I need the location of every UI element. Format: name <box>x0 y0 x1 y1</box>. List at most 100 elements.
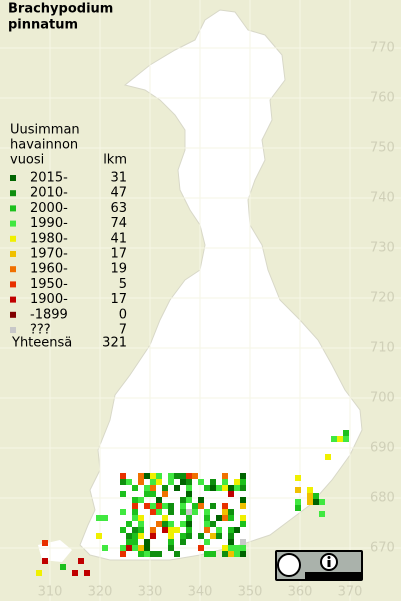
grid-label: 760 <box>370 91 395 106</box>
grid-labels: 310 320 330 340 350 360 3707707607507407307207… <box>38 41 395 600</box>
legend-heading: Uusimman <box>10 123 80 138</box>
legend-count: 17 <box>110 247 127 262</box>
observation-cell <box>168 521 174 527</box>
observation-cell <box>222 479 228 485</box>
observation-cell <box>228 485 234 491</box>
observation-cell <box>222 551 228 557</box>
observation-cell <box>240 485 246 491</box>
observation-cell <box>132 539 138 545</box>
legend-swatch <box>10 235 16 242</box>
observation-cell <box>150 551 156 557</box>
legend-count-heading: lkm <box>103 153 127 168</box>
legend-count: 0 <box>119 307 127 322</box>
observation-cell <box>186 527 192 533</box>
observation-cell <box>331 436 337 442</box>
observation-cell <box>162 491 168 497</box>
legend-heading: vuosi <box>10 153 44 168</box>
legend-swatch <box>10 251 16 257</box>
observation-cell <box>343 430 349 436</box>
legend-swatch <box>10 190 16 197</box>
grid-label: 750 <box>370 141 395 156</box>
observation-cell <box>222 515 228 521</box>
grid-label: 770 <box>370 41 395 56</box>
observation-cell <box>228 527 234 533</box>
observation-cell <box>102 515 108 521</box>
observation-cell <box>186 521 192 527</box>
observation-cell <box>180 503 186 509</box>
license-badge <box>275 550 363 581</box>
observation-cell <box>78 558 84 564</box>
legend-label: 1960- <box>30 262 68 277</box>
legend-label: 2000- <box>30 201 68 216</box>
observation-cell <box>132 533 138 539</box>
observation-cell <box>162 503 168 509</box>
observation-cell <box>240 503 246 509</box>
total-count: 321 <box>102 336 127 351</box>
observation-cell <box>156 479 162 485</box>
observation-cell <box>210 503 216 509</box>
observation-cell <box>36 570 42 576</box>
observation-cell <box>168 473 174 479</box>
observation-cell <box>240 539 246 545</box>
observation-cell <box>240 473 246 479</box>
observation-cell <box>216 527 222 533</box>
observation-cell <box>186 533 192 539</box>
observation-cell <box>216 533 222 539</box>
title-line: pinnatum <box>8 18 78 33</box>
observation-cell <box>222 545 228 551</box>
observation-cell <box>96 533 102 539</box>
observation-cell <box>168 539 174 545</box>
observation-cell <box>126 545 132 551</box>
legend-count: 17 <box>110 292 127 307</box>
observation-cell <box>156 473 162 479</box>
observation-cell <box>234 551 240 557</box>
observation-cell <box>168 545 174 551</box>
observation-cell <box>96 515 102 521</box>
observation-cell <box>132 503 138 509</box>
observation-cell <box>168 503 174 509</box>
grid-label: 320 <box>88 585 113 600</box>
observation-cell <box>198 503 204 509</box>
observation-cell <box>126 479 132 485</box>
grid-label: 330 <box>138 585 163 600</box>
observation-cell <box>228 509 234 515</box>
observation-cell <box>240 497 246 503</box>
grid-label: 360 <box>288 585 313 600</box>
observation-cell <box>343 436 349 442</box>
observation-cell <box>216 515 222 521</box>
observation-cell <box>138 533 144 539</box>
observation-cell <box>180 521 186 527</box>
observation-cell <box>228 533 234 539</box>
observation-cell <box>162 485 168 491</box>
observation-cell <box>313 499 319 505</box>
legend-label: 1980- <box>30 231 68 246</box>
observation-cell <box>204 521 210 527</box>
observation-cell <box>337 436 343 442</box>
observation-cell <box>186 479 192 485</box>
grid-label: 720 <box>370 291 395 306</box>
observation-cell <box>295 505 301 511</box>
observation-cell <box>192 473 198 479</box>
observation-cell <box>84 570 90 576</box>
legend-label: 1990- <box>30 216 68 231</box>
grid-label: 700 <box>370 391 395 406</box>
observation-cell <box>168 509 174 515</box>
observation-cell <box>295 475 301 481</box>
legend-count: 47 <box>110 186 127 201</box>
observation-cell <box>138 551 144 557</box>
grid-label: 730 <box>370 241 395 256</box>
observation-cell <box>210 521 216 527</box>
observation-cell <box>156 497 162 503</box>
legend-label: 1900- <box>30 292 68 307</box>
legend-count: 5 <box>119 277 127 292</box>
grid-label: 350 <box>238 585 263 600</box>
grid-label: 310 <box>38 585 63 600</box>
observation-cell <box>132 515 138 521</box>
legend-count: 31 <box>110 171 127 186</box>
observation-cell <box>138 479 144 485</box>
observation-cell <box>42 558 48 564</box>
observation-cell <box>144 491 150 497</box>
title-line: Brachypodium <box>8 2 113 17</box>
observation-cell <box>144 539 150 545</box>
